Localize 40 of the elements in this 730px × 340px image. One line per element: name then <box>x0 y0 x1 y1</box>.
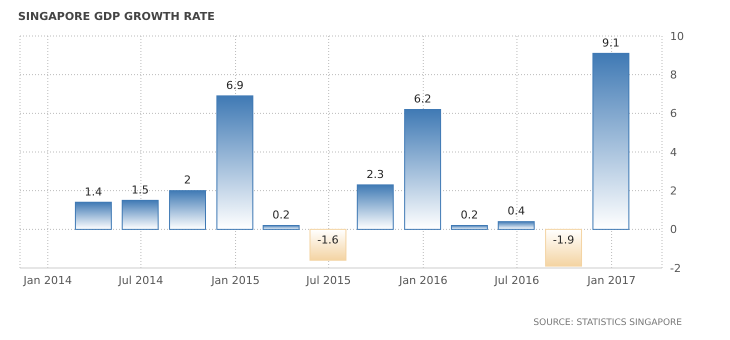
data-label: 1.5 <box>131 183 149 196</box>
data-label: 0.2 <box>460 208 478 222</box>
x-tick-label: Jul 2014 <box>118 274 164 287</box>
bar <box>404 108 442 230</box>
x-tick-label: Jul 2016 <box>494 274 540 287</box>
data-label: -1.9 <box>552 233 574 246</box>
bar <box>216 95 254 230</box>
y-tick-label: 0 <box>670 223 677 236</box>
data-label: 0.2 <box>272 208 290 222</box>
bar <box>309 228 346 261</box>
x-tick-label: Jan 2015 <box>210 274 260 287</box>
x-tick-label: Jan 2016 <box>398 274 448 287</box>
data-label: 9.1 <box>602 36 620 50</box>
x-tick-label: Jan 2017 <box>586 274 636 287</box>
chart-title: SINGAPORE GDP GROWTH RATE <box>18 10 215 23</box>
bar <box>74 202 112 230</box>
y-tick-label: 2 <box>670 184 677 198</box>
y-tick-label: -2 <box>670 262 681 275</box>
x-tick-label: Jul 2015 <box>305 274 352 287</box>
data-label: 2 <box>184 174 192 187</box>
data-label: 6.2 <box>414 92 432 106</box>
y-tick-label: 4 <box>670 146 677 159</box>
data-label: 2.3 <box>366 168 384 181</box>
bar <box>592 52 630 230</box>
y-tick-label: 10 <box>670 30 684 43</box>
bar <box>262 224 300 230</box>
bar <box>169 190 206 230</box>
bar <box>545 228 582 267</box>
bar <box>122 200 159 230</box>
bar <box>498 221 535 230</box>
data-label: -1.6 <box>317 233 339 246</box>
y-tick-label: 6 <box>670 107 677 120</box>
data-label: 1.4 <box>84 185 102 198</box>
bar <box>450 224 488 230</box>
data-label: 6.9 <box>226 78 244 92</box>
x-tick-label: Jan 2014 <box>22 274 72 287</box>
source-note: SOURCE: STATISTICS SINGAPORE <box>533 318 682 328</box>
data-label: 0.4 <box>507 204 525 218</box>
y-tick-label: 8 <box>670 68 677 82</box>
bar <box>356 184 394 230</box>
